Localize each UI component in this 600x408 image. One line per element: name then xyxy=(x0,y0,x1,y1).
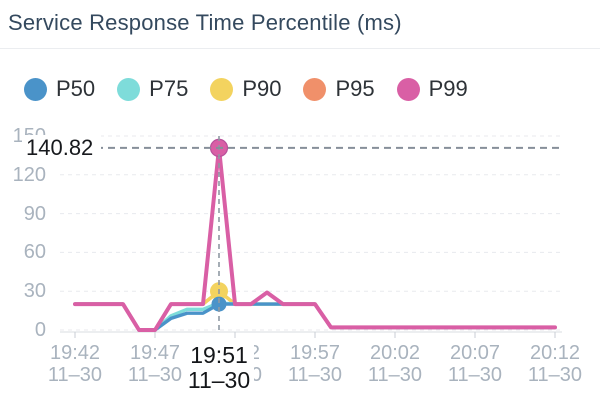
legend: P50 P75 P90 P95 P99 xyxy=(24,76,468,102)
x-axis-label: 19:42 11–30 xyxy=(47,342,103,386)
x-axis-label: 20:07 11–30 xyxy=(447,342,503,386)
x-axis-label: 19:47 11–30 xyxy=(127,342,183,386)
legend-item-p75[interactable]: P75 xyxy=(117,76,188,102)
legend-item-p50[interactable]: P50 xyxy=(24,76,95,102)
y-axis-label: 0 xyxy=(34,319,46,341)
series-line-p95 xyxy=(73,289,557,332)
legend-label: P95 xyxy=(335,76,375,101)
chart-plot[interactable] xyxy=(0,110,600,408)
legend-swatch-p99 xyxy=(396,77,420,101)
y-axis-label: 120 xyxy=(12,163,46,186)
legend-swatch-p50 xyxy=(24,77,47,101)
annotation-value: 140.82 xyxy=(22,135,102,161)
y-axis-label: 90 xyxy=(23,202,46,225)
hover-marker-p50 xyxy=(211,296,227,312)
page-title: Service Response Time Percentile (ms) xyxy=(8,10,402,35)
legend-swatch-p95 xyxy=(303,77,327,101)
x-axis-label: 20:12 11–30 xyxy=(527,342,583,386)
legend-item-p99[interactable]: P99 xyxy=(396,76,468,102)
legend-swatch-p75 xyxy=(117,77,141,101)
x-axis-label: 20:02 11–30 xyxy=(367,342,423,386)
series-line-p99 xyxy=(73,145,557,332)
series-line-p90 xyxy=(73,289,557,332)
chart-area: 030609012015019:4211–3019:4711–3019:5211… xyxy=(0,110,600,408)
legend-item-p95[interactable]: P95 xyxy=(303,76,375,102)
legend-swatch-p90 xyxy=(210,77,234,101)
y-axis-label: 60 xyxy=(23,241,46,264)
legend-label: P50 xyxy=(56,76,96,101)
y-axis-label: 30 xyxy=(23,280,46,303)
x-axis-label: 19:57 11–30 xyxy=(287,342,343,386)
legend-label: P99 xyxy=(428,76,468,101)
legend-item-p90[interactable]: P90 xyxy=(210,76,281,102)
header-divider xyxy=(0,48,600,49)
legend-label: P90 xyxy=(242,76,282,101)
crosshair-x-label: 19:51 11–30 xyxy=(184,341,254,397)
legend-label: P75 xyxy=(149,76,189,101)
